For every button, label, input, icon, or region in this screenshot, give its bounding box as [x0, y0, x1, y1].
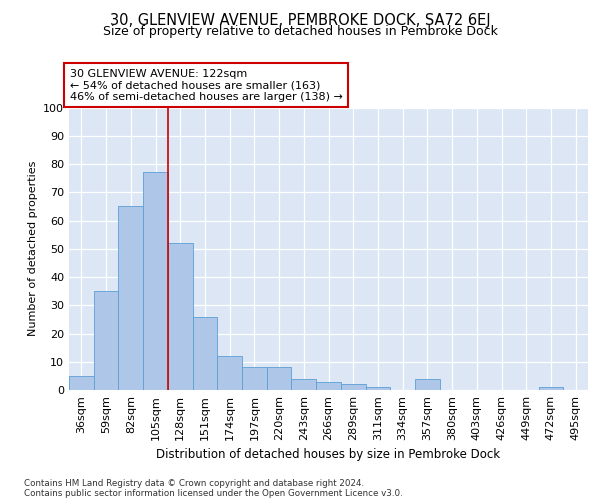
- Bar: [94, 291, 118, 390]
- Bar: [365, 387, 390, 390]
- Bar: [316, 382, 341, 390]
- Bar: [193, 316, 217, 390]
- Bar: [539, 387, 563, 390]
- Bar: [341, 384, 365, 390]
- Y-axis label: Number of detached properties: Number of detached properties: [28, 161, 38, 336]
- Bar: [267, 368, 292, 390]
- Bar: [292, 378, 316, 390]
- X-axis label: Distribution of detached houses by size in Pembroke Dock: Distribution of detached houses by size …: [157, 448, 500, 462]
- Bar: [143, 172, 168, 390]
- Text: Contains HM Land Registry data © Crown copyright and database right 2024.: Contains HM Land Registry data © Crown c…: [24, 478, 364, 488]
- Bar: [69, 376, 94, 390]
- Bar: [118, 206, 143, 390]
- Text: Size of property relative to detached houses in Pembroke Dock: Size of property relative to detached ho…: [103, 25, 497, 38]
- Text: 30 GLENVIEW AVENUE: 122sqm
← 54% of detached houses are smaller (163)
46% of sem: 30 GLENVIEW AVENUE: 122sqm ← 54% of deta…: [70, 68, 343, 102]
- Bar: [415, 378, 440, 390]
- Bar: [168, 243, 193, 390]
- Bar: [217, 356, 242, 390]
- Text: 30, GLENVIEW AVENUE, PEMBROKE DOCK, SA72 6EJ: 30, GLENVIEW AVENUE, PEMBROKE DOCK, SA72…: [110, 12, 490, 28]
- Bar: [242, 368, 267, 390]
- Text: Contains public sector information licensed under the Open Government Licence v3: Contains public sector information licen…: [24, 488, 403, 498]
